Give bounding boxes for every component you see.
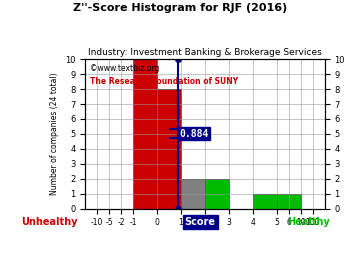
- Y-axis label: Number of companies (24 total): Number of companies (24 total): [50, 73, 59, 195]
- Bar: [253, 194, 277, 208]
- Text: Z''-Score Histogram for RJF (2016): Z''-Score Histogram for RJF (2016): [73, 3, 287, 13]
- Text: ©www.textbiz.org: ©www.textbiz.org: [90, 64, 159, 73]
- Text: The Research Foundation of SUNY: The Research Foundation of SUNY: [90, 77, 238, 86]
- Text: Healthy: Healthy: [287, 217, 329, 227]
- Bar: [133, 59, 157, 208]
- Text: 0.884: 0.884: [179, 129, 209, 139]
- Bar: [205, 179, 229, 208]
- Title: Industry: Investment Banking & Brokerage Services: Industry: Investment Banking & Brokerage…: [88, 48, 322, 57]
- Text: Unhealthy: Unhealthy: [21, 217, 77, 227]
- Bar: [181, 179, 205, 208]
- Text: Score: Score: [185, 217, 216, 227]
- Bar: [157, 89, 181, 208]
- Bar: [277, 194, 301, 208]
